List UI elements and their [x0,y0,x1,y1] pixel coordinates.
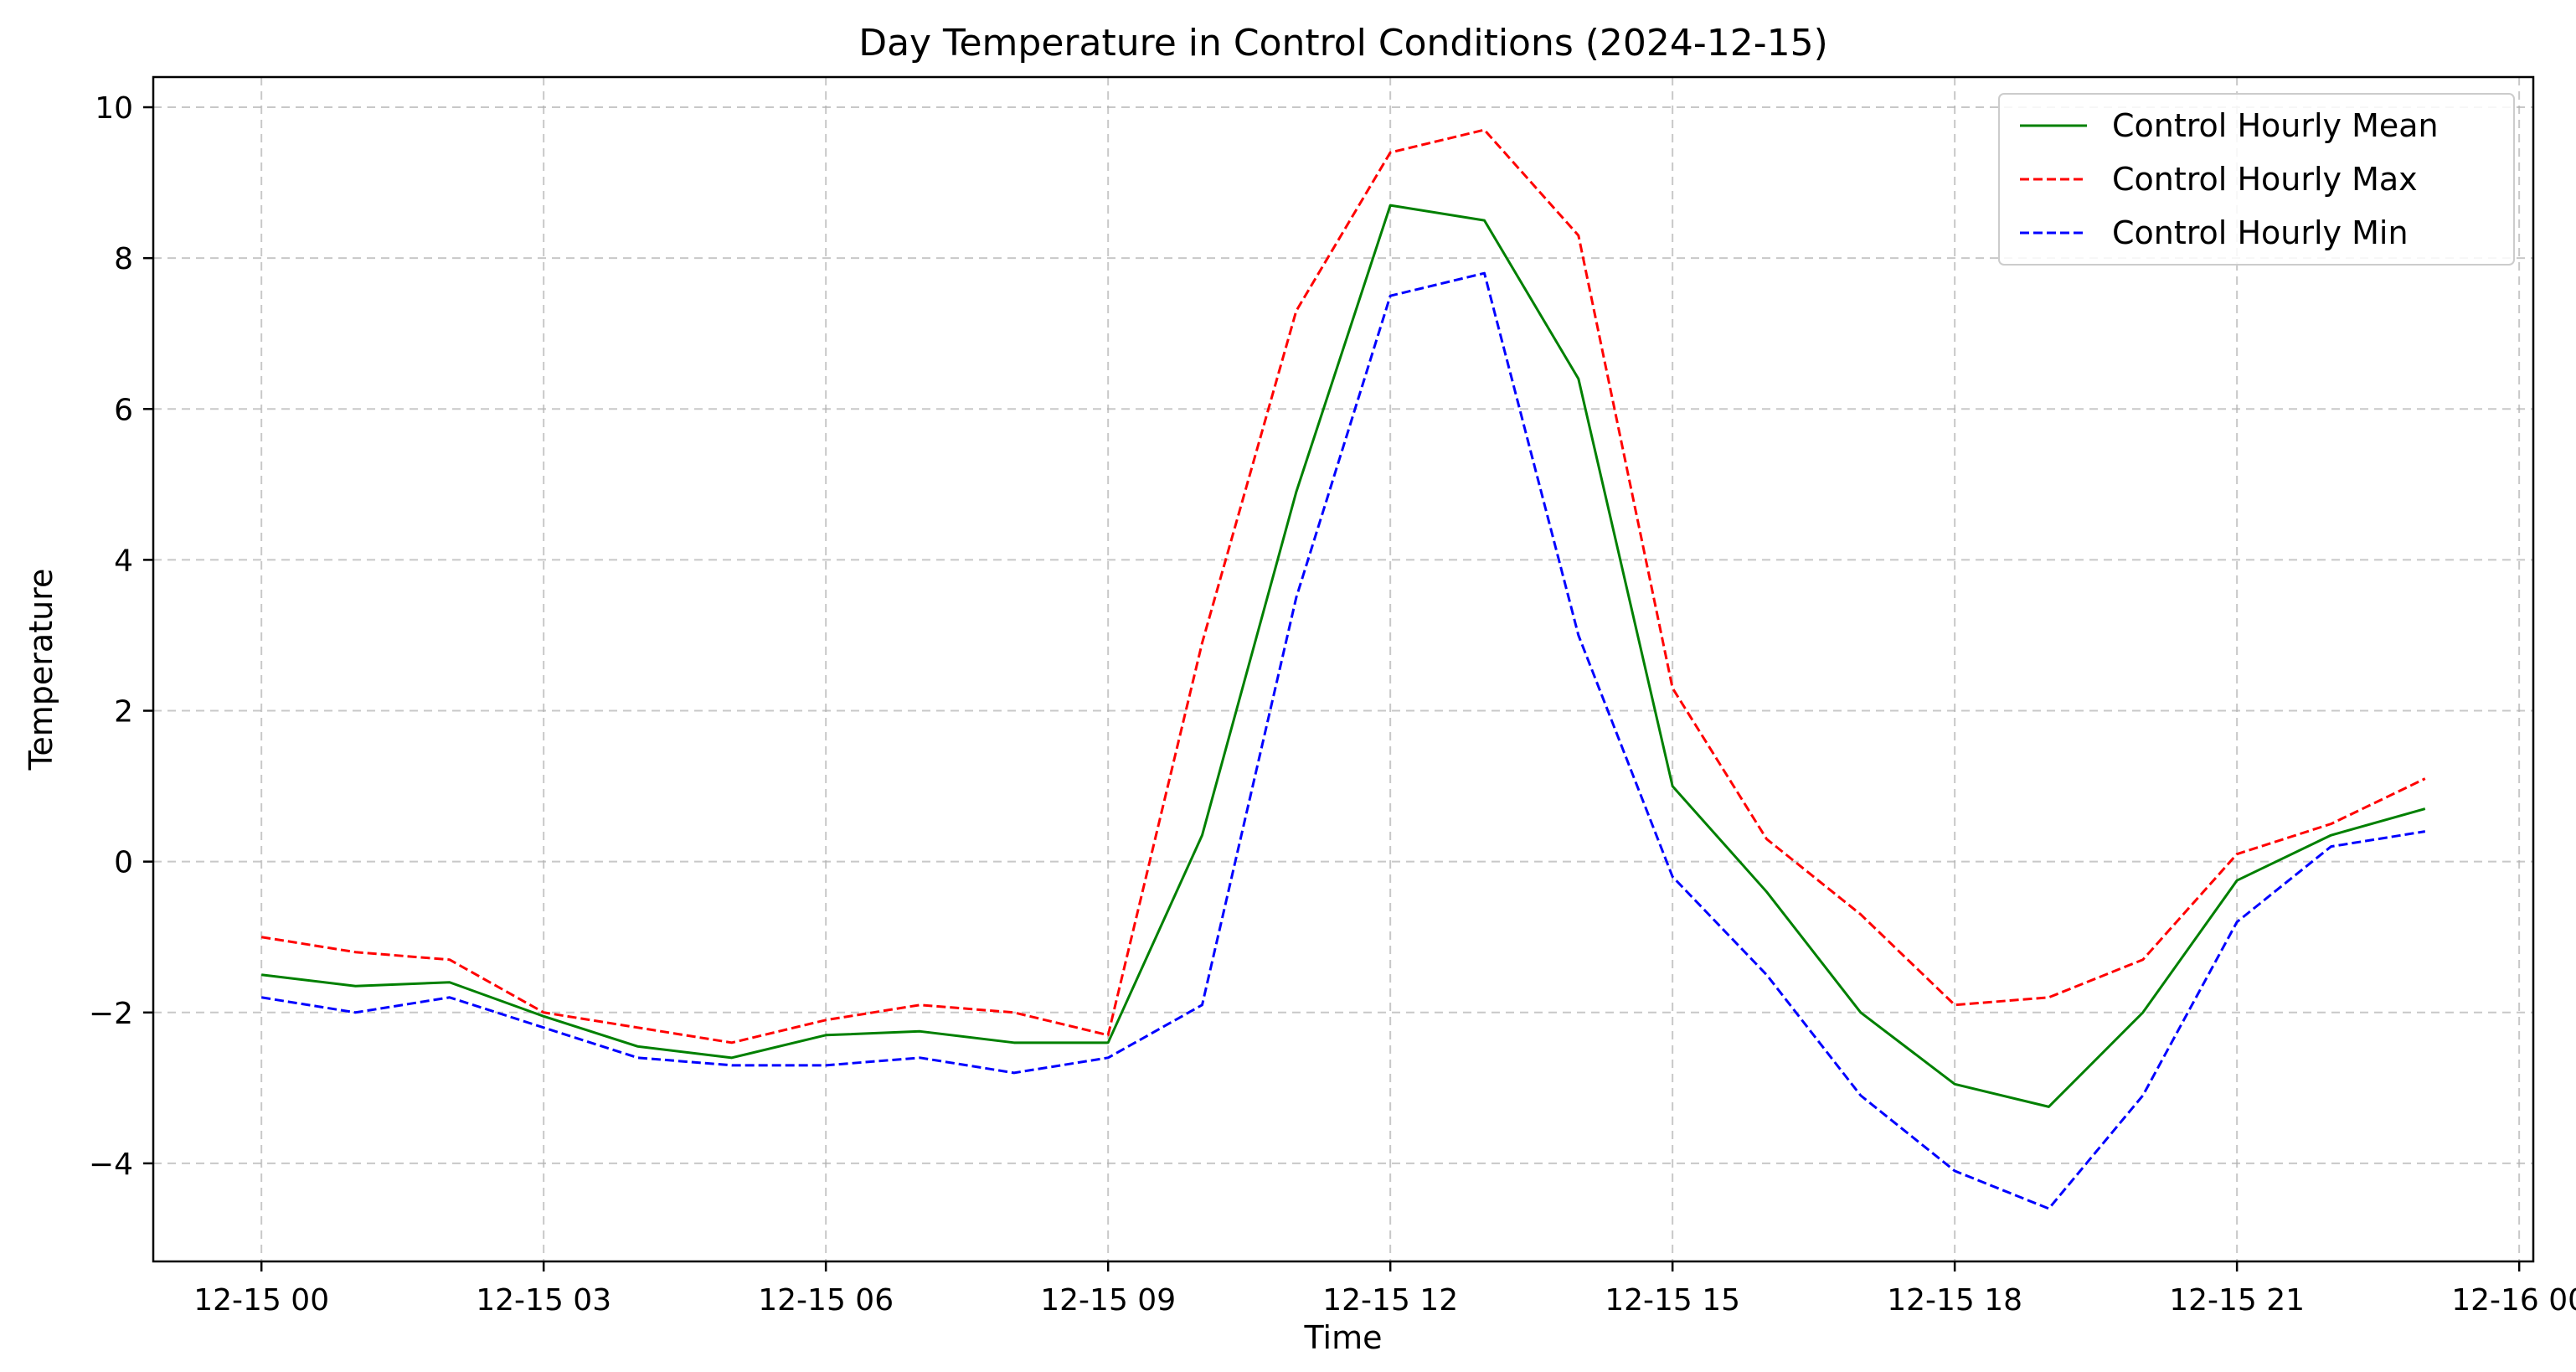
x-tick-label: 12-15 09 [1040,1283,1176,1318]
legend-label: Control Hourly Mean [2112,107,2439,144]
x-axis-label: Time [1304,1319,1383,1356]
y-axis-label: Temperature [23,569,59,771]
y-tick-label: −2 [89,997,133,1031]
legend-box [1998,93,2515,266]
y-tick-label: 0 [114,846,133,880]
x-tick-label: 12-15 21 [2169,1283,2305,1318]
y-tick-label: 8 [114,242,133,276]
y-tick-label: 2 [114,695,133,730]
legend-label: Control Hourly Max [2112,161,2418,198]
y-tick-label: 4 [114,544,133,578]
x-tick-label: 12-15 18 [1887,1283,2022,1318]
axis-ticks: 12-15 00 12-15 03 12-15 06 12-15 09 12-15 12… [89,91,2576,1318]
x-tick-label: 12-15 12 [1322,1283,1458,1318]
y-tick-label: 10 [95,91,133,126]
legend-label: Control Hourly Min [2112,214,2409,251]
chart-title: Day Temperature in Control Conditions (2… [858,22,1828,64]
series-lines [260,128,2426,1210]
series-line-min [260,271,2426,1210]
x-tick-label: 12-15 06 [758,1283,894,1318]
legend: Control Hourly Mean Control Hourly Max Con… [1998,93,2515,266]
y-tick-label: 6 [114,393,133,427]
x-tick-label: 12-15 03 [476,1283,611,1318]
x-tick-label: 12-16 00 [2451,1283,2576,1318]
x-tick-label: 12-15 15 [1605,1283,1740,1318]
x-tick-label: 12-15 00 [193,1283,329,1318]
series-line-mean [261,204,2426,1108]
plot-area-frame [152,75,2535,1263]
y-tick-label: −4 [89,1148,133,1182]
series-line-max [260,128,2426,1044]
